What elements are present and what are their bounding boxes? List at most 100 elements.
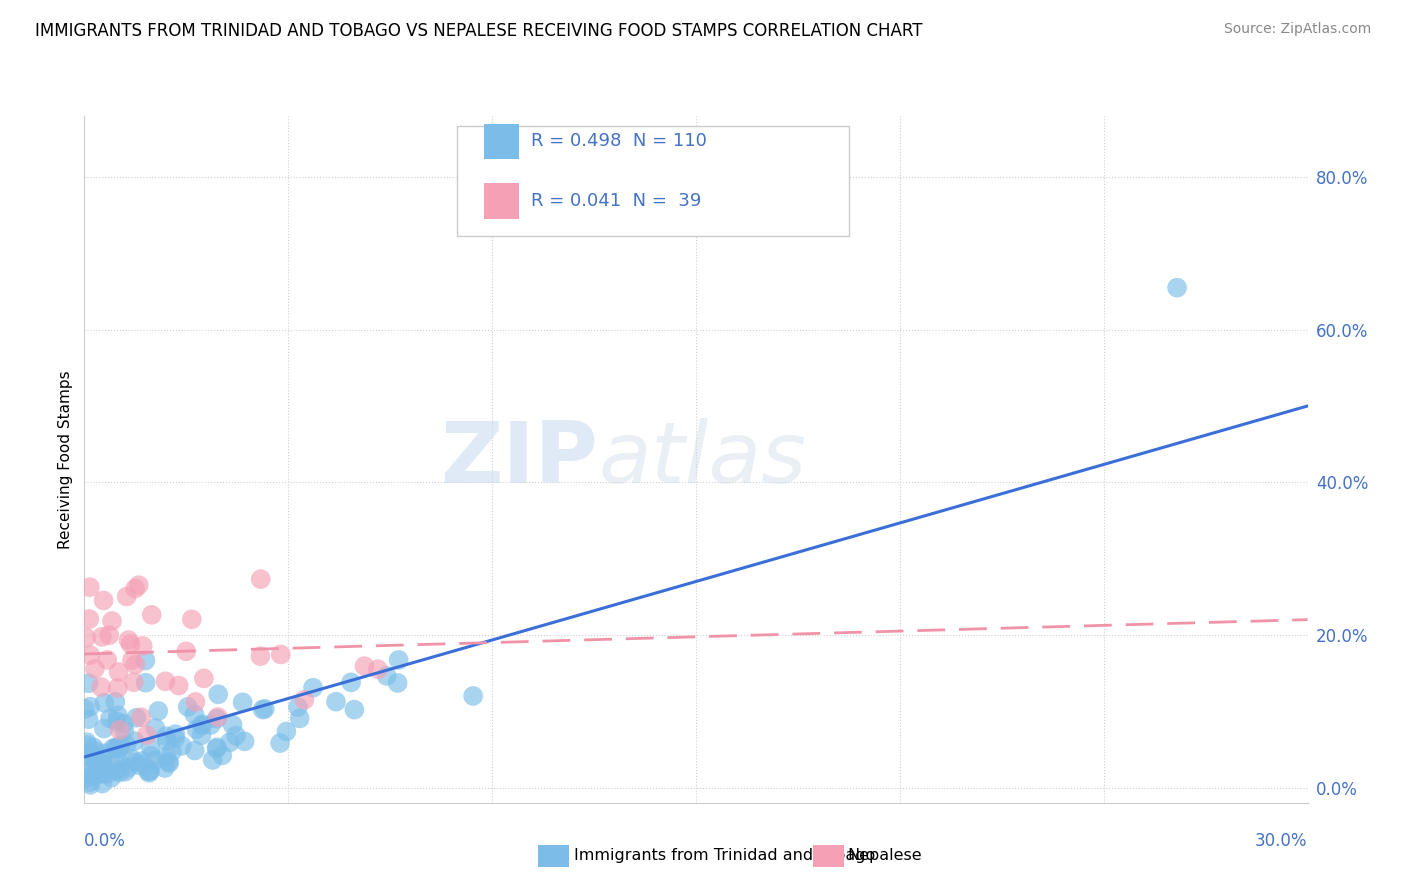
FancyBboxPatch shape xyxy=(484,123,519,160)
Point xyxy=(211,748,233,763)
Point xyxy=(82,769,104,783)
Point xyxy=(367,662,389,676)
Point xyxy=(252,702,274,716)
Point xyxy=(124,756,146,770)
Point xyxy=(174,644,197,658)
Point xyxy=(93,722,115,736)
Point xyxy=(463,689,485,703)
Point xyxy=(170,739,193,753)
Point xyxy=(276,724,298,739)
Point xyxy=(153,761,176,775)
Point xyxy=(221,718,243,732)
Point xyxy=(340,675,363,690)
Point xyxy=(157,756,180,770)
Point xyxy=(96,653,118,667)
Point xyxy=(132,639,155,653)
Point xyxy=(155,749,177,764)
Point xyxy=(287,700,309,714)
Point xyxy=(77,712,100,726)
Point xyxy=(232,695,254,709)
Point xyxy=(186,723,208,737)
Point xyxy=(79,699,101,714)
Point xyxy=(124,734,146,748)
Text: 30.0%: 30.0% xyxy=(1256,832,1308,850)
Point xyxy=(135,728,157,742)
Point xyxy=(233,734,256,748)
Point xyxy=(353,659,375,673)
Point xyxy=(207,687,229,701)
Point xyxy=(160,745,183,759)
Point xyxy=(143,753,166,767)
Point xyxy=(77,676,100,690)
Point xyxy=(80,746,103,760)
Point xyxy=(375,669,398,683)
Point xyxy=(302,681,325,695)
Point xyxy=(157,755,180,769)
Point xyxy=(105,740,128,755)
Text: R = 0.041  N =  39: R = 0.041 N = 39 xyxy=(531,192,702,211)
Point xyxy=(110,739,132,753)
Point xyxy=(387,676,409,690)
Point xyxy=(108,741,131,756)
Point xyxy=(73,702,96,716)
Point xyxy=(136,764,159,778)
Point xyxy=(270,648,292,662)
Point xyxy=(107,708,129,723)
Point xyxy=(288,711,311,725)
Point xyxy=(218,735,240,749)
Point xyxy=(79,778,101,792)
Point xyxy=(80,750,103,764)
Point xyxy=(190,718,212,732)
Text: IMMIGRANTS FROM TRINIDAD AND TOBAGO VS NEPALESE RECEIVING FOOD STAMPS CORRELATIO: IMMIGRANTS FROM TRINIDAD AND TOBAGO VS N… xyxy=(35,22,922,40)
Point xyxy=(87,761,110,775)
Point xyxy=(122,675,145,690)
Point xyxy=(79,612,101,626)
Text: ZIP: ZIP xyxy=(440,417,598,501)
Point xyxy=(184,743,207,757)
Point xyxy=(91,776,114,790)
Y-axis label: Receiving Food Stamps: Receiving Food Stamps xyxy=(58,370,73,549)
Point xyxy=(139,740,162,755)
Point xyxy=(76,735,98,749)
Point xyxy=(201,753,224,767)
Point xyxy=(225,729,247,743)
Point xyxy=(83,740,105,755)
Point xyxy=(76,771,98,785)
Point xyxy=(120,637,142,651)
Point xyxy=(205,712,228,726)
Point xyxy=(253,702,276,716)
Point xyxy=(98,712,121,726)
Point xyxy=(115,590,138,604)
Point xyxy=(104,740,127,755)
Point xyxy=(104,695,127,709)
Point xyxy=(129,710,152,724)
Point xyxy=(294,692,316,706)
Point xyxy=(89,755,111,769)
Point xyxy=(84,766,107,780)
Point xyxy=(93,696,115,710)
Point xyxy=(388,653,411,667)
Point xyxy=(115,738,138,752)
Point xyxy=(76,739,98,753)
Point xyxy=(94,765,117,780)
Point xyxy=(180,612,202,626)
Point xyxy=(114,764,136,779)
Point xyxy=(107,665,129,679)
Point xyxy=(93,747,115,761)
Point xyxy=(105,714,128,729)
Point xyxy=(112,716,135,731)
Point xyxy=(207,710,229,724)
Point xyxy=(117,633,139,648)
Point xyxy=(249,572,271,586)
Point xyxy=(200,718,222,732)
Point xyxy=(155,729,177,743)
Point xyxy=(84,744,107,758)
Point xyxy=(184,695,207,709)
Point xyxy=(108,723,131,737)
Point xyxy=(131,754,153,768)
Point xyxy=(75,631,97,645)
Text: Immigrants from Trinidad and Tobago: Immigrants from Trinidad and Tobago xyxy=(574,848,875,863)
Point xyxy=(108,765,131,780)
Point xyxy=(155,674,177,689)
Point xyxy=(124,657,146,672)
